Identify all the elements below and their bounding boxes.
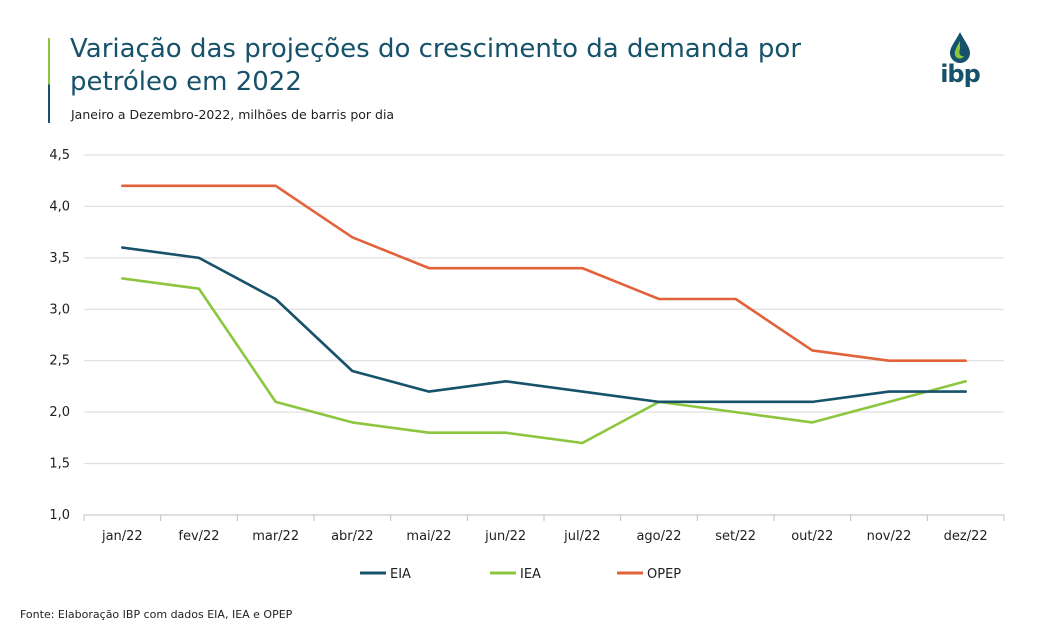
x-tick-label: fev/22 (178, 529, 219, 544)
line-chart: 1,0 1,5 2,0 2,5 3,0 3,5 4,0 4,5 jan/22 fev/22 mar… (49, 148, 1005, 582)
y-tick-label: 4,0 (49, 199, 70, 214)
chart-title-line-2: petróleo em 2022 (70, 67, 302, 97)
series-line-opep (121, 184, 967, 363)
ibp-logo: ibp (935, 30, 985, 92)
chart-title-line-1: Variação das projeções do crescimento da… (70, 34, 802, 64)
x-tick-label: mar/22 (252, 529, 299, 544)
gridlines (84, 154, 1004, 465)
x-tick-label: dez/22 (944, 529, 988, 544)
y-tick-label: 3,0 (49, 302, 70, 317)
x-axis: jan/22 fev/22 mar/22 abr/22 mai/22 jun/22 jul/… (83, 514, 1005, 544)
legend: EIA IEA OPEP (360, 567, 681, 582)
y-tick-label: 1,0 (49, 508, 70, 523)
y-tick-label: 1,5 (49, 457, 70, 472)
x-tick-label: ago/22 (636, 529, 681, 544)
y-tick-label: 3,5 (49, 251, 70, 266)
series-line-eia (121, 246, 967, 404)
y-tick-label: 2,0 (49, 405, 70, 420)
x-tick-label: jul/22 (563, 529, 600, 544)
source-note: Fonte: Elaboração IBP com dados EIA, IEA… (20, 608, 293, 621)
legend-label-opep: OPEP (647, 567, 681, 582)
series-line-iea (121, 277, 967, 445)
y-axis: 1,0 1,5 2,0 2,5 3,0 3,5 4,0 4,5 (49, 148, 70, 523)
x-tick-label: nov/22 (867, 529, 912, 544)
y-tick-label: 2,5 (49, 354, 70, 369)
legend-label-eia: EIA (390, 567, 411, 582)
title-accent-bar (48, 38, 50, 123)
chart-subtitle: Janeiro a Dezembro-2022, milhões de barr… (71, 107, 395, 122)
logo-text: ibp (940, 60, 981, 88)
chart-title: Variação das projeções do crescimento da… (70, 33, 870, 99)
x-tick-label: mai/22 (406, 529, 451, 544)
x-tick-label: jun/22 (484, 529, 526, 544)
x-tick-label: set/22 (715, 529, 756, 544)
legend-label-iea: IEA (520, 567, 541, 582)
x-tick-label: out/22 (791, 529, 833, 544)
y-tick-label: 4,5 (49, 148, 70, 163)
oil-drop-flame-icon (950, 32, 970, 63)
series-lines (121, 184, 967, 445)
x-tick-label: abr/22 (331, 529, 374, 544)
x-tick-label: jan/22 (101, 529, 143, 544)
